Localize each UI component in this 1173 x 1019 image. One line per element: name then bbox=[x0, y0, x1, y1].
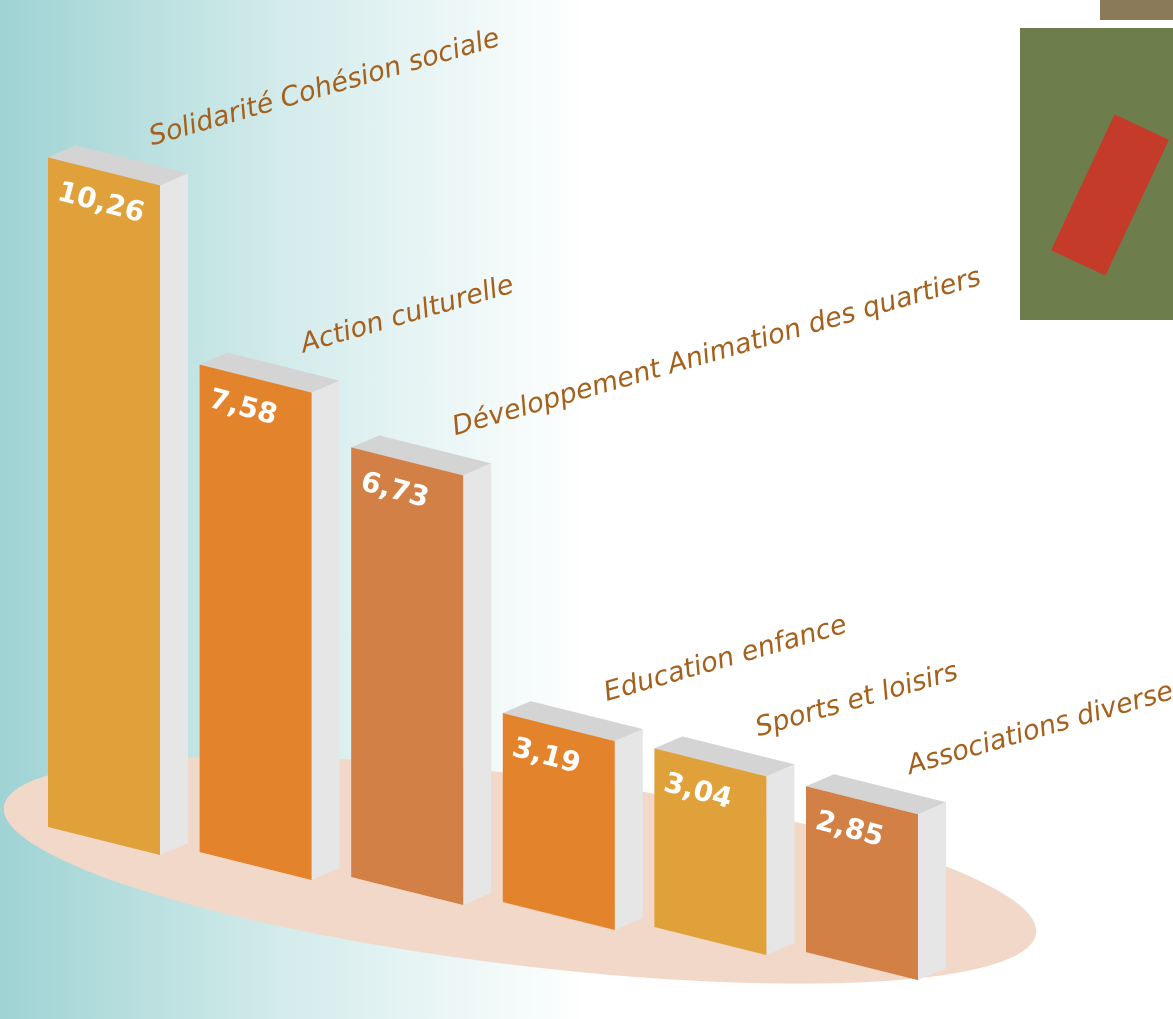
bar-side bbox=[766, 764, 795, 956]
bar bbox=[199, 364, 312, 881]
bar-top bbox=[654, 736, 795, 777]
bar-side bbox=[160, 173, 188, 855]
bar-top bbox=[351, 435, 492, 476]
bar-top bbox=[199, 352, 340, 393]
bar bbox=[351, 447, 464, 906]
bar-side bbox=[463, 463, 492, 906]
bar-top bbox=[806, 774, 946, 815]
bar bbox=[48, 157, 160, 855]
bar-side bbox=[311, 380, 340, 881]
bar bbox=[502, 713, 615, 931]
bar-top bbox=[48, 145, 188, 186]
bar bbox=[654, 748, 767, 956]
photo-slide bbox=[1051, 114, 1169, 276]
bar-top bbox=[502, 701, 643, 742]
bar-side bbox=[918, 802, 946, 981]
bar-side bbox=[614, 729, 643, 931]
bar bbox=[806, 786, 918, 981]
photo-top bbox=[1100, 0, 1173, 20]
